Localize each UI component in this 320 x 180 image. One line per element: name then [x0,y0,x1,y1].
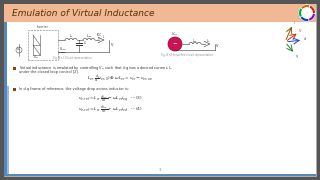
Text: $L_f$: $L_f$ [69,32,73,40]
Text: $L_{eq}$: $L_{eq}$ [192,37,198,44]
Text: q: q [295,53,298,57]
Text: Emulation of Virtual Inductance: Emulation of Virtual Inductance [12,8,155,17]
Text: $I_o$: $I_o$ [102,33,106,41]
Text: d: d [303,37,306,40]
Text: $I_{eq}$: $I_{eq}$ [206,37,212,44]
Text: $v_{v,ref} = L_{vr}\ \frac{di_{vq}}{dt} + \omega L_{vr} i_{vd}$   $\cdots$(4): $v_{v,ref} = L_{vr}\ \frac{di_{vq}}{dt} … [78,104,142,116]
Bar [7,86,9,176]
Text: ~: ~ [173,42,177,46]
Bar [28,30,58,60]
Bar [4,174,316,176]
Text: $L_{vr}\ \frac{d}{dt}(i_{vr,0}) \oplus \omega L_{vr} = v_{vr} - v_{vr,oe}$: $L_{vr}\ \frac{d}{dt}(i_{vr,0}) \oplus \… [87,73,153,85]
Circle shape [298,4,316,22]
Bar [13,87,16,91]
Text: V: V [111,43,113,47]
Text: $V_{inv}$: $V_{inv}$ [33,53,39,61]
Circle shape [168,37,182,51]
Bar [4,22,7,176]
Text: Virtual inductance is emulated by controlling $V_{vr}$ such that it gives a desi: Virtual inductance is emulated by contro… [19,64,173,71]
Text: $v_{v,ref} = L_{vr}\ \frac{di_{vd}}{dt} - \omega L_{vr} i_{vq}$   $\cdots$(3): $v_{v,ref} = L_{vr}\ \frac{di_{vd}}{dt} … [78,93,142,105]
Text: V: V [299,28,302,33]
Text: V: V [216,44,218,48]
Bar [13,66,16,69]
Text: Inverter: Inverter [37,25,49,29]
Text: In d-q frame of reference, the voltage drop across inductor is:: In d-q frame of reference, the voltage d… [19,87,129,91]
Text: $V_{pwm}$: $V_{pwm}$ [59,45,67,52]
Text: Fig. N+1 Circuit representation: Fig. N+1 Circuit representation [53,56,92,60]
Text: under the closed loop control [2].: under the closed loop control [2]. [19,69,79,73]
Text: $C_f$: $C_f$ [83,39,88,47]
Text: 3: 3 [159,168,161,172]
Text: PCC: PCC [96,33,102,37]
Text: $V_s$: $V_s$ [16,45,22,53]
Bar [4,4,316,22]
Text: $L_{line}$: $L_{line}$ [85,32,92,40]
Text: $V_{Oc}$: $V_{Oc}$ [171,30,179,38]
Text: I: I [294,21,295,24]
Text: Fig. N+2 Simplified circuit representation: Fig. N+2 Simplified circuit representati… [161,53,213,57]
